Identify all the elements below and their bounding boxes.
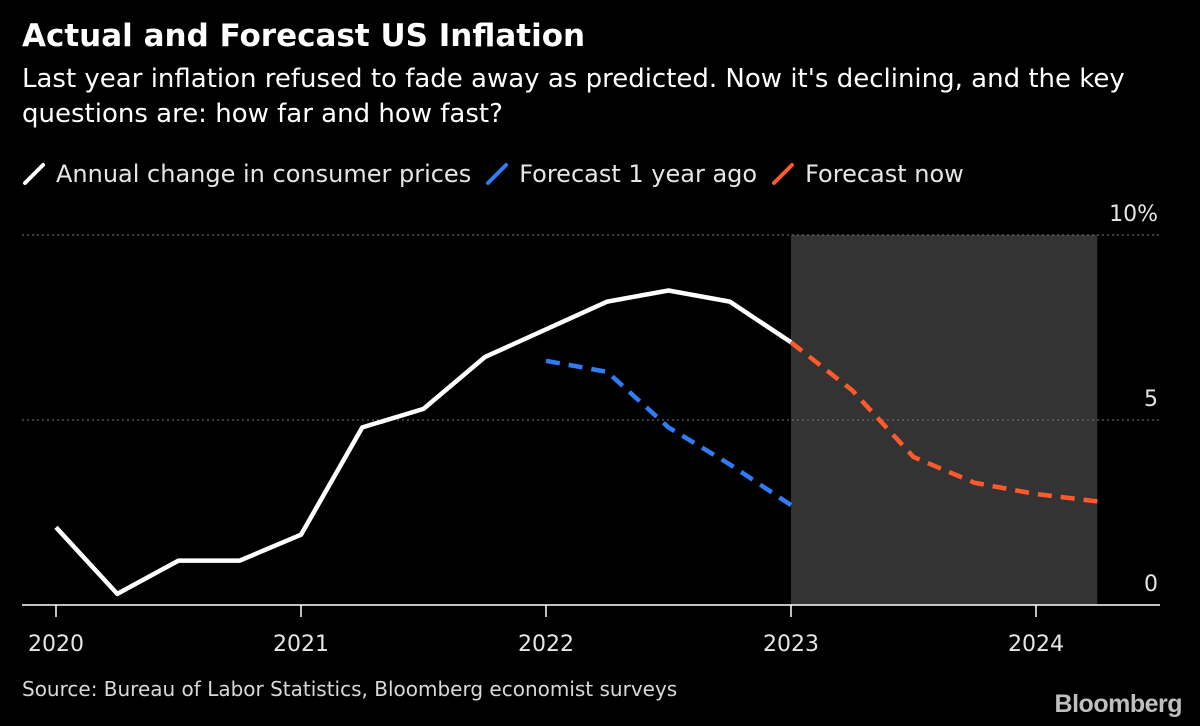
legend-item-forecast-now: Forecast now (771, 160, 964, 188)
series-line-forecast-year-ago (545, 358, 793, 507)
legend-label-forecast-now: Forecast now (805, 160, 964, 188)
series-line-actual (54, 288, 793, 597)
line-swatch-icon (772, 163, 795, 185)
forecast-shaded-region (791, 235, 1098, 605)
series-line-forecast-now (789, 340, 1098, 504)
x-tick-label: 2024 (1008, 632, 1064, 657)
legend-label-actual: Annual change in consumer prices (56, 160, 472, 188)
line-swatch-icon (23, 163, 45, 185)
chart-subtitle: Last year inflation refused to fade away… (22, 64, 1125, 129)
x-tick-label: 2020 (28, 632, 84, 657)
legend: Annual change in consumer prices Forecas… (22, 160, 978, 188)
x-tick-label: 2022 (518, 632, 574, 657)
chart-title: Actual and Forecast US Inflation (22, 18, 586, 54)
legend-item-actual: Annual change in consumer prices (22, 160, 471, 188)
source-note: Source: Bureau of Labor Statistics, Bloo… (22, 677, 678, 701)
brand-logo: Bloomberg (1054, 690, 1183, 718)
x-tick-label: 2021 (273, 632, 329, 657)
legend-item-forecast-year-ago: Forecast 1 year ago (485, 160, 757, 188)
legend-label-forecast-year-ago: Forecast 1 year ago (519, 160, 758, 188)
y-tick-label: 5 (1144, 387, 1158, 412)
y-tick-label: 10% (1109, 202, 1158, 227)
line-swatch-icon (486, 163, 509, 185)
y-tick-label: 0 (1144, 572, 1158, 597)
x-tick-label: 2023 (763, 632, 819, 657)
